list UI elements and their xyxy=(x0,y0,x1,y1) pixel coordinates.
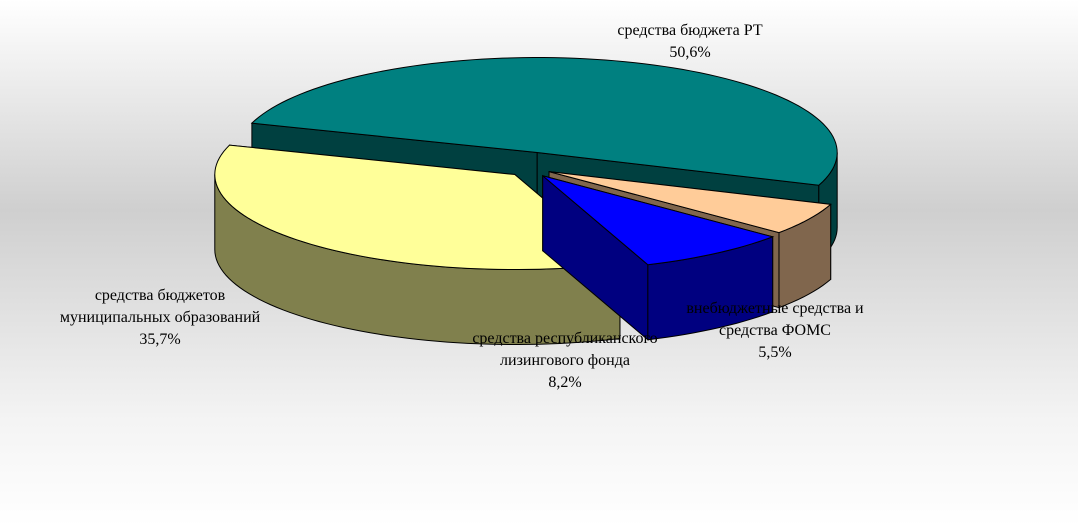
category-label: средства бюджета РТ xyxy=(617,22,763,39)
data-label: средства бюджетов муниципальных образова… xyxy=(45,285,275,351)
value-label: 8,2% xyxy=(548,374,582,391)
category-label: средства республиканского лизингового фо… xyxy=(472,330,658,369)
slice-top xyxy=(214,144,622,271)
value-label: 35,7% xyxy=(139,331,181,348)
category-label: средства бюджетов муниципальных образова… xyxy=(59,287,261,326)
data-label: внебюджетные средства и средства ФОМС 5,5… xyxy=(675,298,875,364)
data-label: средства бюджета РТ 50,6% xyxy=(560,20,820,64)
data-label: средства республиканского лизингового фо… xyxy=(465,328,665,394)
slice-top xyxy=(542,175,775,266)
slice-top xyxy=(548,171,832,234)
value-label: 50,6% xyxy=(669,44,711,61)
slice-top xyxy=(250,57,838,186)
category-label: внебюджетные средства и средства ФОМС xyxy=(686,300,864,339)
value-label: 5,5% xyxy=(758,344,792,361)
